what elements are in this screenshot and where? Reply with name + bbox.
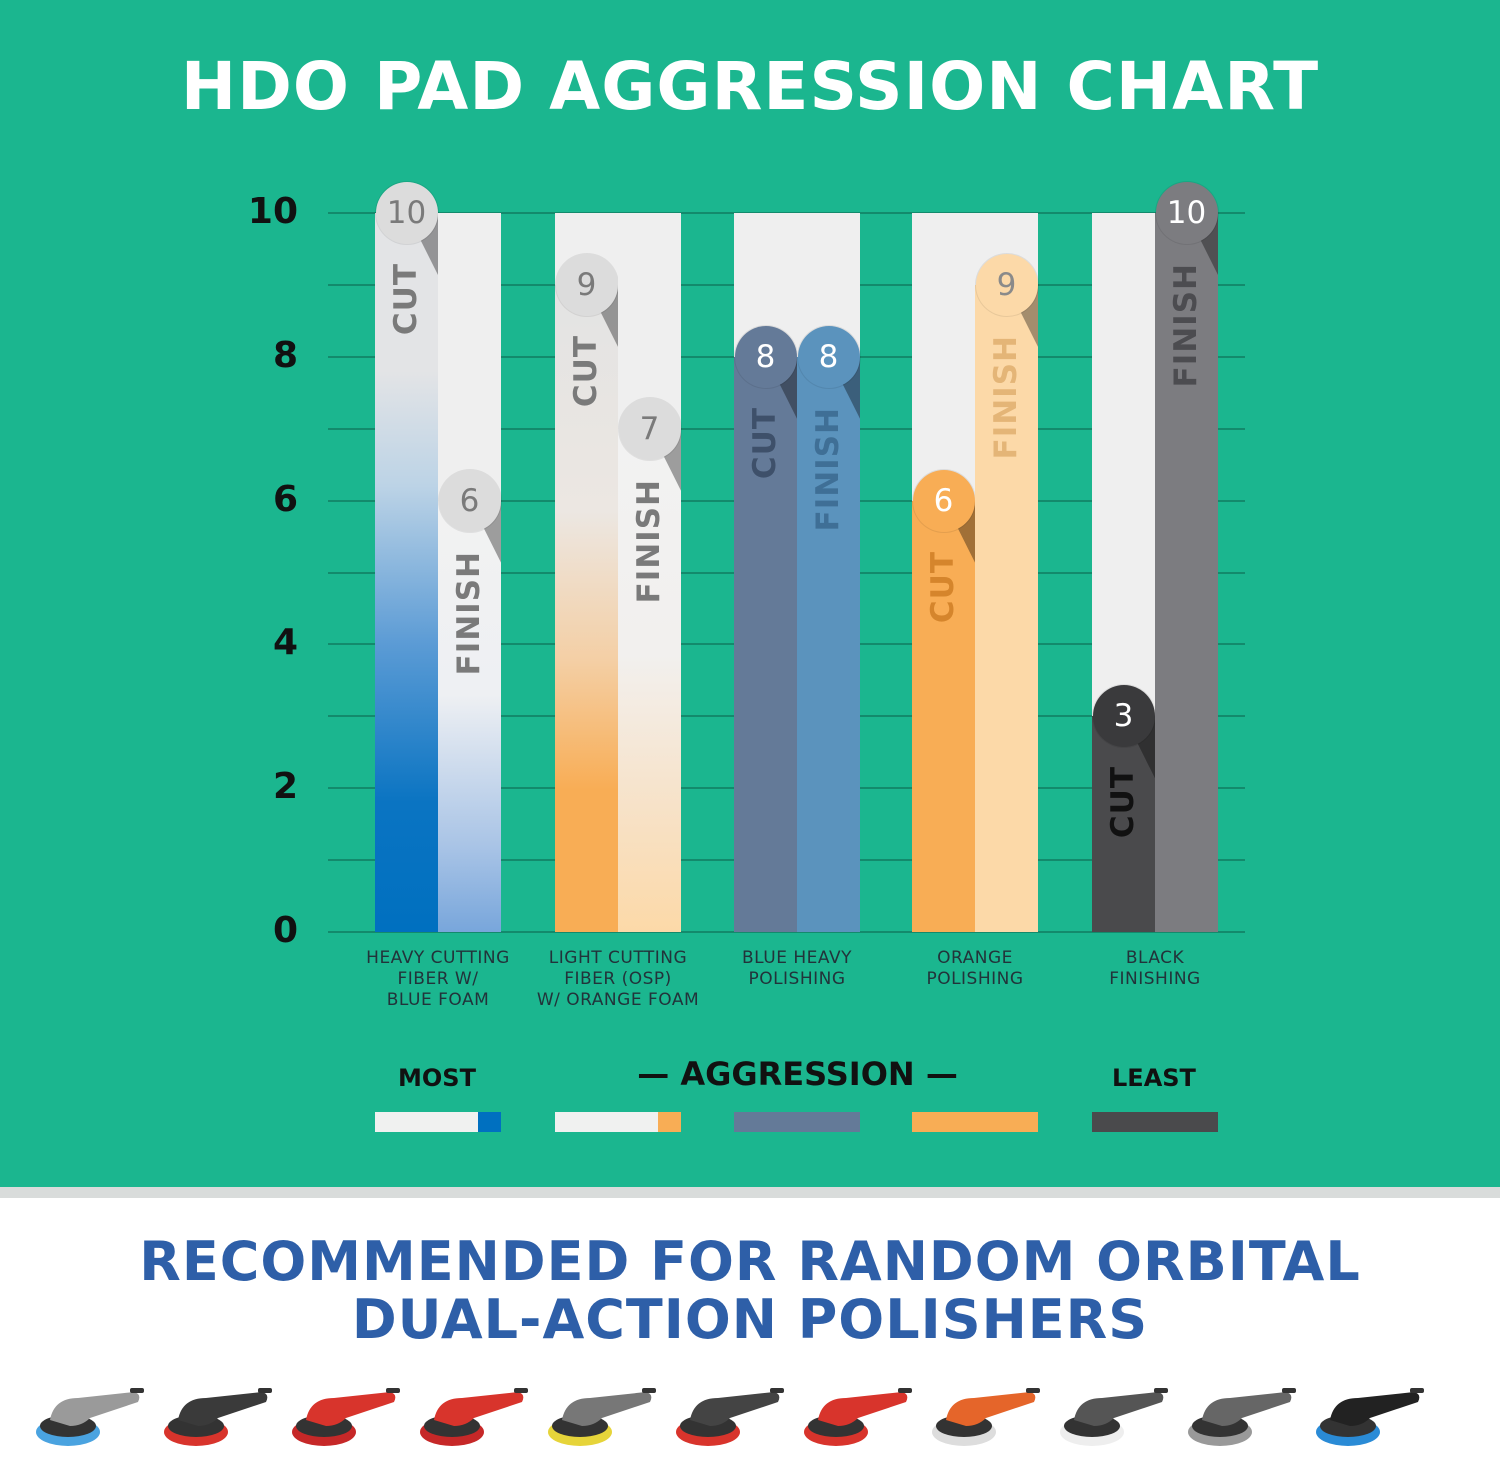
cut-bar-label: CUT <box>568 334 604 407</box>
cut-bar-label: CUT <box>925 550 961 623</box>
finish-bar-label: FINISH <box>631 478 667 604</box>
legend-swatch <box>1092 1112 1218 1132</box>
legend-swatch-accent <box>658 1112 681 1132</box>
cut-bar <box>734 356 797 932</box>
finish-bar <box>1155 213 1218 932</box>
finish-value-badge: 10 <box>1155 182 1218 244</box>
polisher-icon <box>1188 1388 1296 1446</box>
finish-bar-label: FINISH <box>1168 263 1204 388</box>
legend-swatch <box>912 1112 1038 1132</box>
category-label-line: W/ ORANGE FOAM <box>536 990 700 1010</box>
y-tick-label: 6 <box>272 478 298 520</box>
legend-swatch-accent <box>478 1112 501 1132</box>
finish-bar <box>975 284 1038 932</box>
polisher-icon <box>804 1388 912 1446</box>
finish-bar <box>618 428 681 932</box>
polisher-icon <box>36 1388 144 1446</box>
legend-most: MOST <box>398 1064 476 1092</box>
polisher-icon <box>1316 1388 1424 1446</box>
polisher-icon <box>676 1388 784 1446</box>
cut-bar <box>912 500 975 932</box>
category-label-line: HEAVY CUTTING <box>366 948 510 968</box>
y-tick-label: 0 <box>272 910 298 951</box>
y-tick-label: 2 <box>272 766 298 808</box>
category-label-line: POLISHING <box>748 969 846 989</box>
recommendation-line-1: RECOMMENDED FOR RANDOM ORBITAL <box>139 1230 1361 1293</box>
legend-swatch <box>555 1112 681 1132</box>
finish-value-badge: 6 <box>438 469 501 532</box>
y-tick-label: 8 <box>272 334 298 376</box>
polisher-images <box>30 1370 1470 1460</box>
category-label-line: POLISHING <box>926 969 1024 989</box>
finish-value-badge: 8 <box>797 325 860 388</box>
polisher-icon <box>164 1388 272 1446</box>
finish-value-badge: 9 <box>975 253 1038 316</box>
category-label: ORANGE POLISHING <box>875 948 1075 990</box>
legend-aggression: — AGGRESSION — <box>637 1055 958 1093</box>
chart-panel: HDO PAD AGGRESSION CHART 0 2 4 6 8 10 10 CUT 9 CU… <box>0 0 1500 1187</box>
category-label-line: FINISHING <box>1109 969 1201 989</box>
cut-value-badge: 9 <box>555 253 618 316</box>
category-label: BLUE HEAVY POLISHING <box>697 948 897 990</box>
y-tick-label: 10 <box>247 191 298 232</box>
category-label-line: FIBER (OSP) <box>564 969 672 989</box>
divider <box>0 1187 1500 1198</box>
cut-value-badge: 6 <box>912 469 975 532</box>
finish-bar-label: FINISH <box>451 550 487 676</box>
finish-bar <box>438 500 501 932</box>
cut-value-badge: 3 <box>1092 685 1155 748</box>
category-label-line: ORANGE <box>937 948 1013 968</box>
polisher-icon <box>1060 1388 1168 1446</box>
finish-value-badge: 7 <box>618 397 681 460</box>
cut-value-badge: 8 <box>734 325 797 388</box>
category-label: BLACK FINISHING <box>1055 948 1255 990</box>
finish-bar-label: FINISH <box>810 406 846 532</box>
category-label-line: FIBER W/ <box>397 969 479 989</box>
legend-swatch <box>734 1112 860 1132</box>
cut-value-badge: 10 <box>375 182 438 244</box>
polisher-icon <box>548 1388 656 1446</box>
chart-title: HDO PAD AGGRESSION CHART <box>180 48 1320 125</box>
category-label-line: BLUE FOAM <box>386 990 490 1010</box>
category-label: HEAVY CUTTING FIBER W/BLUE FOAM <box>338 948 538 1011</box>
cut-bar-label: CUT <box>388 263 424 336</box>
category-label-line: BLUE HEAVY <box>742 948 852 968</box>
cut-bar <box>375 213 438 932</box>
recommendation-heading: RECOMMENDED FOR RANDOM ORBITAL DUAL-ACTI… <box>0 1233 1500 1349</box>
category-label-line: BLACK <box>1125 948 1185 968</box>
finish-bar-label: FINISH <box>988 334 1024 460</box>
category-label-line: LIGHT CUTTING <box>548 948 688 968</box>
cut-bar-label: CUT <box>1105 766 1141 839</box>
recommendation-line-2: DUAL-ACTION POLISHERS <box>351 1288 1149 1351</box>
legend-least: LEAST <box>1112 1064 1196 1092</box>
polisher-icon <box>932 1388 1040 1446</box>
polisher-icon <box>420 1388 528 1446</box>
polisher-icon <box>292 1388 400 1446</box>
y-tick-label: 4 <box>272 622 298 664</box>
category-label: LIGHT CUTTING FIBER (OSP) W/ ORANGE FOAM <box>518 948 718 1011</box>
gridline <box>328 931 1245 933</box>
cut-bar-label: CUT <box>747 406 783 479</box>
cut-bar <box>1092 716 1155 932</box>
finish-bar <box>797 356 860 932</box>
cut-bar <box>555 284 618 932</box>
legend-swatch <box>375 1112 501 1132</box>
